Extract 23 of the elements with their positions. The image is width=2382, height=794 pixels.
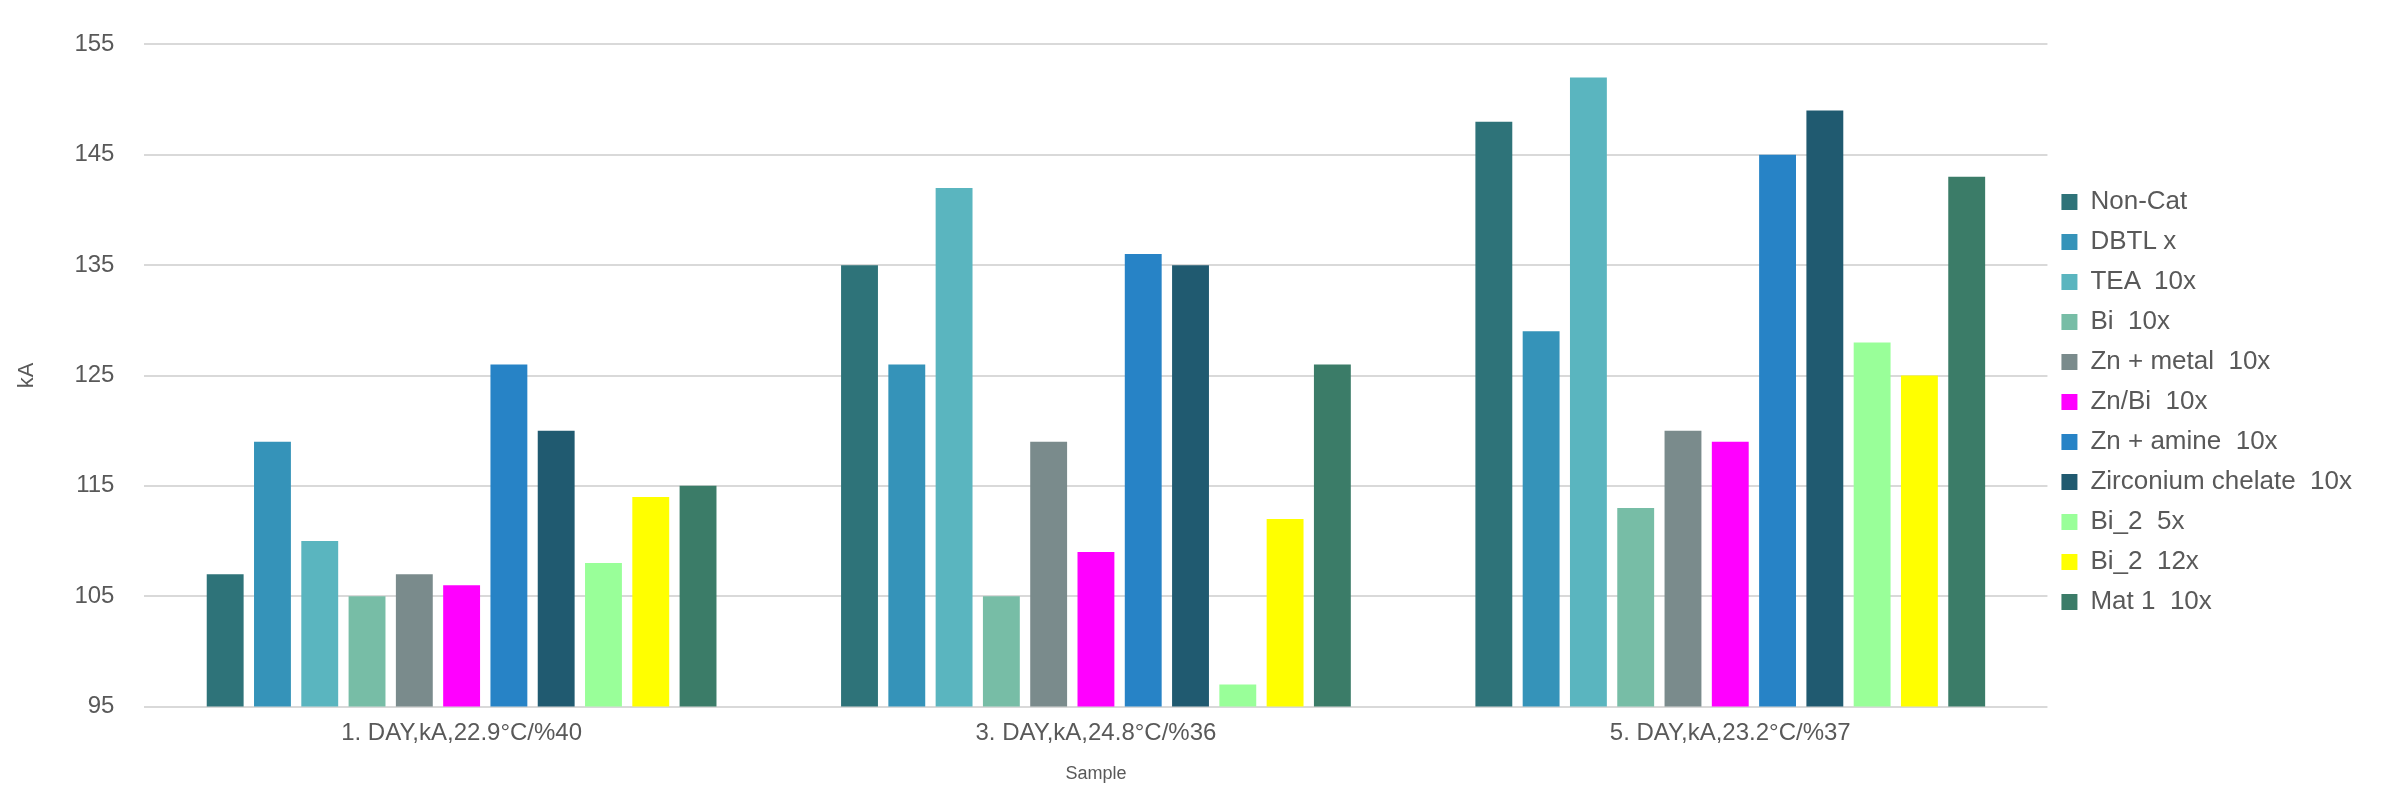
y-axis-title: kA xyxy=(13,362,39,389)
y-tick-label: 105 xyxy=(74,580,115,608)
x-axis-title: Sample xyxy=(1065,763,1127,784)
x-tick-label: 3. DAY,kA,24.8°C/%36 xyxy=(975,717,1217,745)
legend-label: Zn + metal 10x xyxy=(2090,345,2271,376)
x-tick-label: 5. DAY,kA,23.2°C/%37 xyxy=(1609,717,1851,745)
y-tick-label: 155 xyxy=(74,29,115,57)
x-tick-label: 1. DAY,kA,22.9°C/%40 xyxy=(341,717,583,745)
y-tick-label: 145 xyxy=(74,139,115,167)
legend-label: TEA 10x xyxy=(2090,265,2196,296)
legend-label: Mat 1 10x xyxy=(2090,585,2212,616)
y-tick-label: 95 xyxy=(87,691,115,719)
legend-label: Bi_2 5x xyxy=(2090,505,2185,536)
y-tick-label: 135 xyxy=(74,249,115,277)
y-tick-label: 115 xyxy=(76,470,115,498)
y-tick-label: 125 xyxy=(74,360,115,388)
legend-label: Zn/Bi 10x xyxy=(2090,385,2208,416)
legend-label: Zn + amine 10x xyxy=(2090,425,2278,456)
legend-label: Bi_2 12x xyxy=(2090,545,2199,576)
legend-label: Non-Cat xyxy=(2090,185,2189,216)
legend-label: Zirconium chelate 10x xyxy=(2090,465,2352,496)
legend-label: Bi 10x xyxy=(2090,305,2170,336)
legend-label: DBTL x xyxy=(2090,225,2177,256)
